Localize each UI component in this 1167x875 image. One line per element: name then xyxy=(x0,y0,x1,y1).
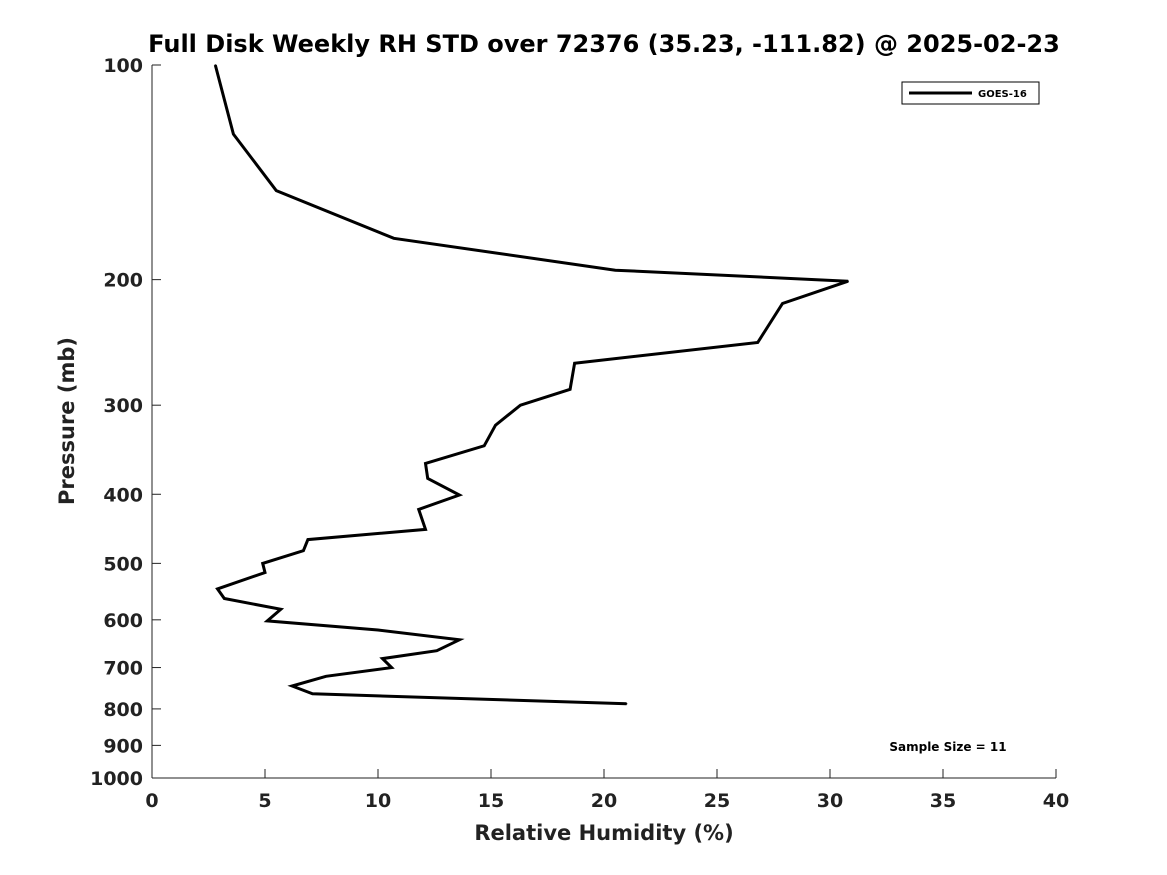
data-point xyxy=(377,629,379,631)
data-point xyxy=(424,462,427,465)
y-axis-label: Pressure (mb) xyxy=(55,337,79,505)
data-point xyxy=(275,189,278,192)
legend-label-goes-16: GOES-16 xyxy=(978,89,1027,100)
data-point xyxy=(264,571,266,574)
data-point xyxy=(426,477,429,480)
series-line-goes-16 xyxy=(213,64,849,706)
data-point xyxy=(417,508,420,511)
data-point xyxy=(261,562,264,565)
y-tick-label: 100 xyxy=(103,55,143,77)
y-tick-label: 600 xyxy=(103,610,143,632)
data-point xyxy=(223,597,226,600)
data-point xyxy=(458,639,461,641)
data-point xyxy=(216,588,219,590)
y-tick-label: 900 xyxy=(103,735,143,757)
x-axis-ticks: 0 5 10 15 20 25 30 35 40 xyxy=(145,769,1069,812)
data-point xyxy=(307,538,309,541)
x-tick-label: 40 xyxy=(1043,790,1069,812)
data-point xyxy=(325,675,327,678)
data-point xyxy=(390,666,393,669)
series-layer xyxy=(213,64,849,706)
x-tick-label: 20 xyxy=(591,790,617,812)
x-axis-label: Relative Humidity (%) xyxy=(474,821,733,845)
y-tick-label: 1000 xyxy=(90,768,143,790)
legend: GOES-16 xyxy=(901,81,1040,105)
data-point xyxy=(424,528,427,531)
data-point xyxy=(614,269,617,272)
y-tick-label: 800 xyxy=(103,699,143,721)
plot-area-frame xyxy=(152,65,1056,778)
x-tick-label: 0 xyxy=(145,790,158,812)
x-tick-label: 30 xyxy=(817,790,843,812)
data-point xyxy=(232,133,235,135)
data-point xyxy=(393,237,395,240)
data-point xyxy=(436,649,438,652)
y-tick-label: 200 xyxy=(103,270,143,292)
data-point xyxy=(573,362,576,365)
data-point xyxy=(781,302,784,305)
data-point xyxy=(847,280,849,283)
data-point xyxy=(483,445,486,447)
y-axis-ticks: 100 200 300 400 500 600 700 800 900 1000 xyxy=(90,55,161,790)
data-point xyxy=(756,341,759,344)
x-tick-label: 15 xyxy=(478,790,504,812)
x-tick-label: 5 xyxy=(258,790,271,812)
data-point xyxy=(280,608,282,611)
x-tick-label: 25 xyxy=(704,790,730,812)
data-point xyxy=(381,657,384,660)
y-tick-label: 300 xyxy=(103,395,143,417)
chart-title: Full Disk Weekly RH STD over 72376 (35.2… xyxy=(148,30,1060,58)
data-point xyxy=(311,693,314,695)
data-point xyxy=(302,549,305,552)
data-point xyxy=(569,388,571,391)
data-point xyxy=(291,685,293,687)
data-point xyxy=(519,404,522,407)
data-point xyxy=(494,424,497,427)
data-point xyxy=(625,703,628,705)
sample-size-annotation: Sample Size = 11 xyxy=(889,740,1006,754)
y-tick-label: 400 xyxy=(103,484,143,506)
data-point xyxy=(266,620,269,622)
x-tick-label: 35 xyxy=(930,790,956,812)
x-tick-label: 10 xyxy=(365,790,391,812)
data-point xyxy=(214,64,217,66)
data-point xyxy=(458,494,461,496)
y-tick-label: 500 xyxy=(103,553,143,575)
y-tick-label: 700 xyxy=(103,658,143,680)
